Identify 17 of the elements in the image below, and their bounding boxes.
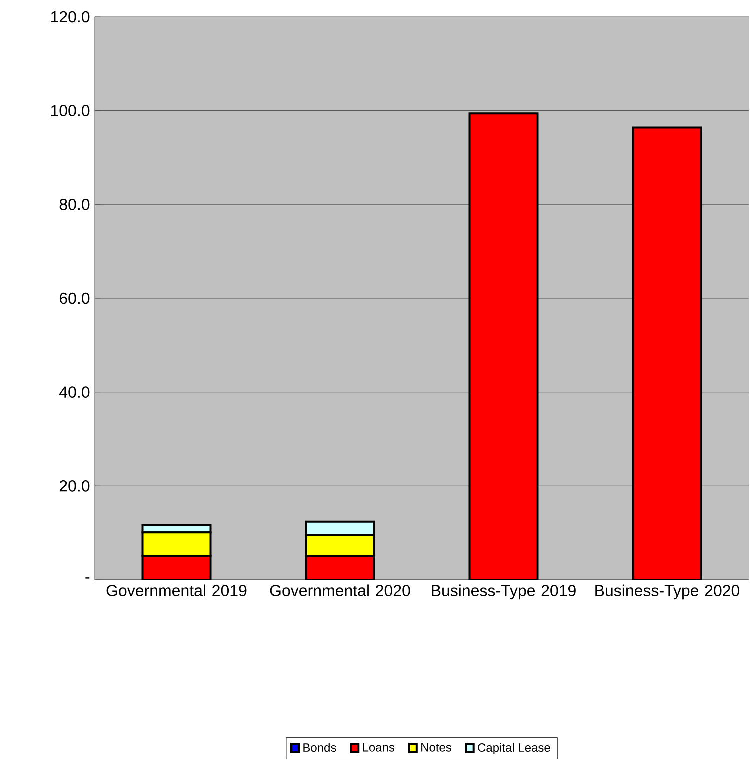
y-tick-label: 100.0 [51, 105, 90, 116]
y-tick-label: 80.0 [60, 199, 90, 210]
y-tick-label: 60.0 [60, 292, 90, 304]
bar [468, 112, 539, 580]
legend-label: Notes [422, 743, 452, 752]
legend-label: Bonds [304, 743, 336, 752]
bar [632, 126, 702, 580]
y-tick-label: 40.0 [60, 386, 90, 398]
x-tick-label: Governmental 2019 [106, 584, 247, 596]
y-tick-label: 120.0 [51, 11, 90, 23]
x-tick-label: Business-Type 2019 [432, 584, 576, 600]
y-tick-label: - [86, 578, 90, 579]
legend-label: Capital Lease [478, 743, 550, 754]
legend-label: Loans [363, 743, 395, 752]
x-tick-label: Governmental 2020 [270, 584, 410, 596]
x-tick-label: Business-Type 2020 [596, 584, 740, 600]
y-tick-label: 20.0 [60, 480, 90, 492]
